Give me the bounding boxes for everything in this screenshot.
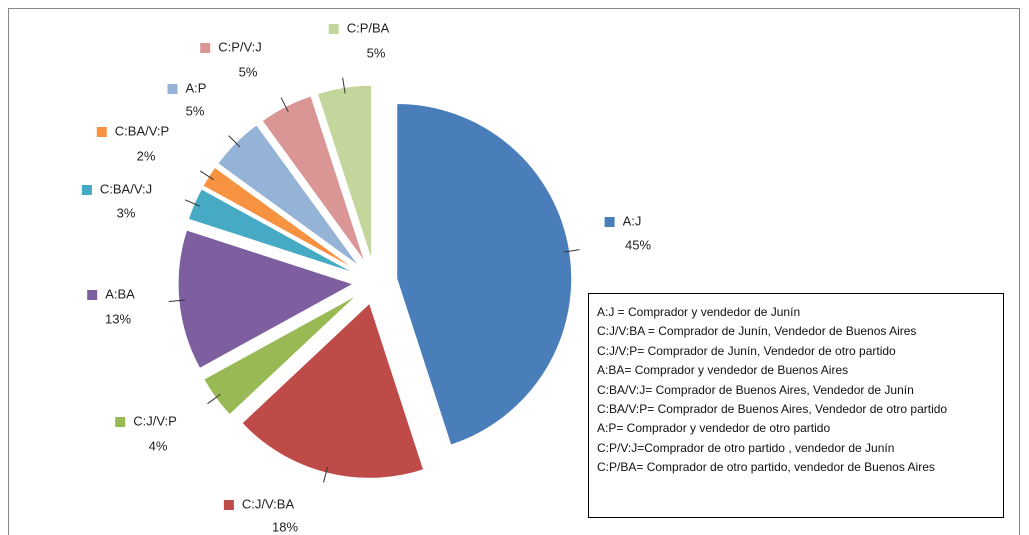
legend-swatch: [96, 127, 107, 137]
legend-swatch: [167, 84, 178, 94]
slice-label: A:BA: [105, 286, 135, 301]
legend-swatch: [604, 217, 615, 227]
legend-swatch: [115, 417, 126, 427]
leader-line: [199, 170, 215, 181]
note-line: C:P/BA= Comprador de otro partido, vende…: [597, 460, 935, 475]
leader-line: [184, 199, 200, 207]
value-label: 2%: [137, 148, 156, 163]
leader-line: [342, 77, 346, 94]
leader-line: [228, 135, 241, 148]
slice-label: C:BA/V:P: [115, 123, 169, 138]
slice-label: C:J/V:BA: [242, 496, 295, 511]
note-line: A:P= Comprador y vendedor de otro partid…: [597, 421, 831, 436]
leader-line: [323, 466, 328, 483]
note-line: C:J/V:BA = Comprador de Junín, Vendedor …: [597, 324, 917, 339]
value-label: 5%: [367, 45, 386, 60]
value-label: 45%: [625, 237, 651, 252]
pie-slice: [396, 103, 573, 446]
leader-line: [168, 299, 185, 302]
note-line: C:J/V:P= Comprador de Junín, Vendedor de…: [597, 343, 896, 358]
value-label: 18%: [272, 519, 298, 534]
note-line: A:BA= Comprador y vendedor de Buenos Air…: [597, 363, 849, 378]
legend-swatch: [223, 500, 234, 510]
value-label: 3%: [117, 205, 136, 220]
legend-swatch: [87, 290, 98, 300]
legend-swatch: [328, 24, 339, 34]
value-label: 4%: [149, 438, 168, 453]
slice-label: A:P: [186, 80, 207, 95]
value-label: 13%: [105, 311, 131, 326]
slice-label: A:J: [623, 213, 642, 228]
slice-label: C:P/V:J: [218, 39, 262, 54]
notes-box: A:J = Comprador y vendedor de Junín C:J/V…: [588, 293, 1004, 518]
chart-border: [8, 8, 1020, 535]
slice-label: C:BA/V:J: [100, 181, 152, 196]
value-label: 5%: [186, 103, 205, 118]
note-line: C:P/V:J=Comprador de otro partido , vend…: [597, 440, 895, 455]
legend-swatch: [81, 185, 92, 195]
note-line: C:BA/V:J= Comprador de Buenos Aires, Ven…: [597, 382, 914, 397]
leader-line: [280, 97, 289, 113]
slice-label: C:J/V:P: [133, 413, 177, 428]
leader-line: [207, 393, 221, 405]
legend-swatch: [200, 43, 211, 53]
value-label: 5%: [239, 64, 258, 79]
note-line: A:J = Comprador y vendedor de Junín: [597, 305, 801, 319]
note-line: C:BA/V:P= Comprador de Buenos Aires, Ven…: [597, 402, 948, 417]
leader-line: [563, 249, 580, 253]
slice-label: C:P/BA: [347, 20, 390, 35]
